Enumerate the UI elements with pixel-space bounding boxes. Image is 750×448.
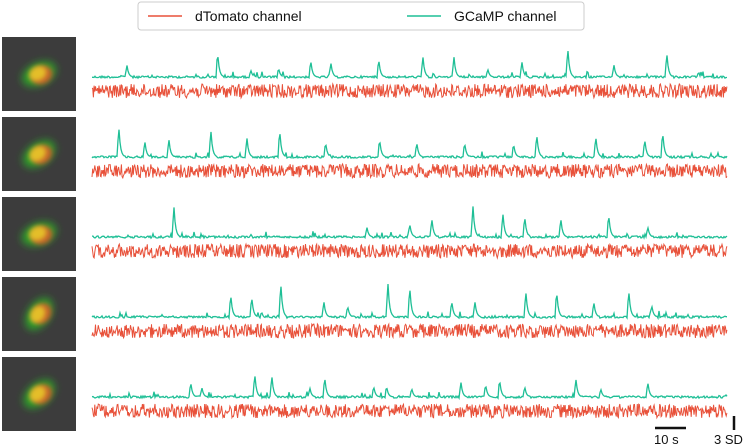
cell-thumbnail <box>2 37 76 111</box>
cell-thumbnail <box>2 357 76 431</box>
gcamp-trace <box>91 376 728 401</box>
trace-row <box>2 197 728 271</box>
trace-row <box>2 357 728 431</box>
overlap-glow <box>29 146 47 162</box>
cell-blob <box>22 61 56 87</box>
cell-thumbnail <box>2 117 76 191</box>
trace-row <box>2 277 728 351</box>
overlap-glow <box>28 66 47 81</box>
cell-blob <box>21 221 57 247</box>
cell-thumbnail <box>2 197 76 271</box>
overlap-glow <box>29 385 46 402</box>
dtomato-trace <box>91 82 728 100</box>
legend-label-gcamp: GCaMP channel <box>454 8 556 24</box>
legend-label-dtomato: dTomato channel <box>195 8 302 24</box>
legend-frame <box>137 1 585 31</box>
cell-blob <box>25 297 53 331</box>
scale-bars: 10 s 3 SD <box>654 416 743 447</box>
gcamp-trace <box>91 284 727 321</box>
overlap-glow <box>28 226 47 241</box>
cell-thumbnail <box>2 277 76 351</box>
dtomato-trace <box>91 322 728 340</box>
gcamp-trace <box>92 51 727 80</box>
legend: dTomato channel GCaMP channel <box>137 1 585 31</box>
trace-row <box>2 37 728 111</box>
trace-rows <box>2 37 728 431</box>
amplitude-scale-label: 3 SD <box>714 432 743 447</box>
dtomato-trace <box>91 162 728 180</box>
overlap-glow <box>29 305 46 323</box>
gcamp-trace <box>92 206 728 240</box>
trace-row <box>2 117 728 191</box>
time-scale-label: 10 s <box>654 432 679 447</box>
dtomato-trace <box>91 242 728 260</box>
cell-blob <box>22 140 56 168</box>
gcamp-trace <box>91 129 728 160</box>
dtomato-trace <box>91 402 728 420</box>
cell-blob <box>23 379 55 409</box>
